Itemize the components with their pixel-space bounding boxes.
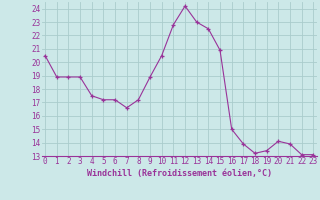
X-axis label: Windchill (Refroidissement éolien,°C): Windchill (Refroidissement éolien,°C) — [87, 169, 272, 178]
